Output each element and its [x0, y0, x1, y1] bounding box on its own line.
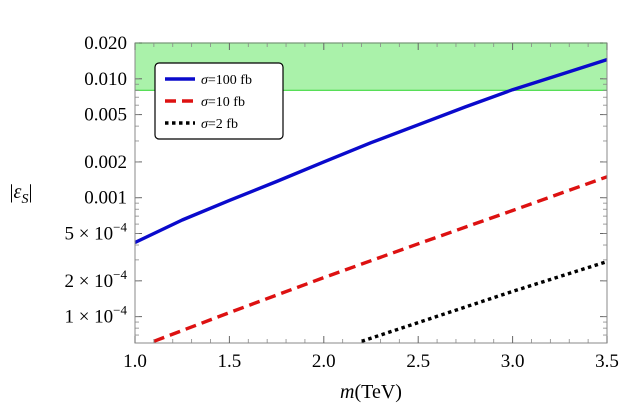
y-axis-title-sub: S — [21, 192, 28, 207]
y-axis-title-close: | — [28, 181, 32, 203]
y-tick-label-2: 0.005 — [84, 105, 127, 126]
y-tick-label-5: 5 × 10−4 — [64, 220, 127, 245]
series-line-1 — [154, 177, 607, 341]
y-tick-mantissa: 5 — [64, 224, 78, 245]
legend-value: =10 fb — [208, 95, 245, 110]
x-axis-title-unit: (TeV) — [354, 381, 401, 403]
x-tick-label-5: 3.5 — [595, 351, 619, 372]
y-tick-times: × — [79, 271, 90, 292]
x-tick-label-0: 1.0 — [123, 351, 147, 372]
y-axis-title-eps: ε — [14, 181, 22, 203]
y-tick-exponent: −4 — [113, 267, 127, 282]
y-tick-label-1: 0.010 — [84, 69, 127, 90]
y-axis-title: |εS| — [10, 181, 33, 207]
y-tick-exponent: −4 — [113, 303, 127, 318]
y-tick-base: 10 — [89, 224, 113, 245]
x-tick-label-4: 3.0 — [501, 351, 525, 372]
x-tick-label-3: 2.5 — [406, 351, 430, 372]
x-axis-title-m: m — [340, 381, 354, 403]
y-tick-mantissa: 2 — [64, 271, 78, 292]
y-tick-label-0: 0.020 — [84, 33, 127, 54]
y-tick-times: × — [79, 224, 90, 245]
y-tick-mantissa: 1 — [64, 307, 78, 328]
legend-value: =2 fb — [208, 117, 238, 132]
x-axis-title: m(TeV) — [340, 381, 402, 403]
y-tick-times: × — [79, 307, 90, 328]
series-line-2 — [362, 262, 607, 342]
y-tick-label-7: 1 × 10−4 — [64, 303, 127, 328]
y-tick-label-4: 0.001 — [84, 188, 127, 209]
x-tick-label-2: 2.0 — [312, 351, 336, 372]
legend-label-2: σ=2 fb — [201, 117, 238, 132]
legend-value: =100 fb — [208, 73, 252, 88]
y-tick-base: 10 — [89, 307, 113, 328]
legend-label-1: σ=10 fb — [201, 95, 245, 110]
y-tick-label-6: 2 × 10−4 — [64, 267, 127, 292]
y-tick-base: 10 — [89, 271, 113, 292]
y-tick-label-3: 0.002 — [84, 152, 127, 173]
legend-label-0: σ=100 fb — [201, 73, 252, 88]
legend: σ=100 fb σ=10 fb σ=2 fb — [155, 63, 283, 139]
y-tick-exponent: −4 — [113, 220, 127, 235]
x-tick-label-1: 1.5 — [218, 351, 242, 372]
